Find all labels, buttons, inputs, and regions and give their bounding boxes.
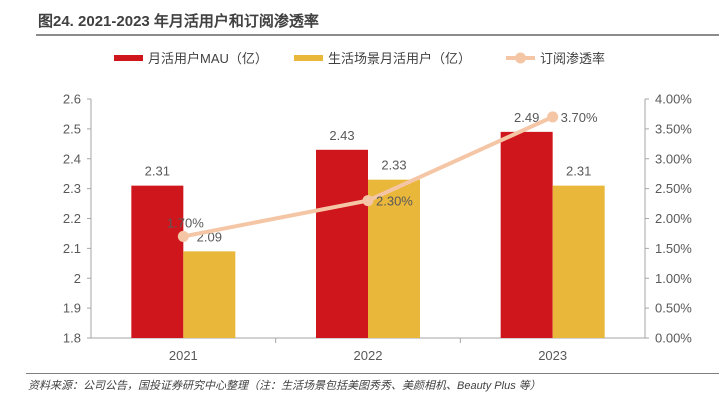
left-axis-tick-label: 1.9: [63, 301, 81, 316]
bar-life-scene-2022: [368, 179, 420, 338]
right-axis-tick-label: 2.50%: [655, 181, 692, 196]
right-axis-tick-label: 0.50%: [655, 301, 692, 316]
legend-swatch-mau: [114, 55, 143, 61]
bar-mau-2021: [131, 185, 184, 338]
source-note: 资料来源：公司公告，国投证券研究中心整理（注：生活场景包括美图秀秀、美颜相机、B…: [28, 380, 541, 392]
penetration-rate-marker-2021: [177, 230, 189, 242]
right-axis-tick-label: 4.00%: [655, 92, 692, 107]
bar-life-scene-2023: [552, 185, 605, 338]
right-axis-tick-label: 1.00%: [655, 271, 692, 286]
chart: 1.8 1.9 2 2.1 2.2 2.3 2.4 2.5 2.6 0.00% 0.50% 1.00%…: [63, 51, 692, 363]
legend-marker-penetration-rate: [515, 52, 526, 64]
x-axis-tick-label: 2023: [538, 348, 567, 363]
left-axis-tick-label: 2.6: [63, 92, 81, 107]
right-axis-tick-label: 3.00%: [655, 151, 692, 166]
data-label: 2.49: [514, 110, 539, 125]
legend-swatch-life-scene: [294, 55, 323, 61]
figure-title: 图24. 2021-2023 年月活用户和订阅渗透率: [38, 13, 319, 30]
title-divider: [36, 34, 719, 36]
legend-label: 月活用户MAU（亿）: [148, 51, 268, 66]
left-axis-tick-label: 2.4: [63, 151, 81, 166]
data-label: 2.31: [566, 164, 591, 179]
left-axis-tick-label: 1.8: [63, 331, 81, 346]
left-axis-tick-label: 2: [74, 271, 81, 286]
penetration-rate-marker-2023: [547, 111, 559, 123]
data-label: 2.43: [329, 128, 354, 143]
right-axis-tick-label: 3.50%: [655, 121, 692, 136]
data-label: 2.31: [145, 164, 170, 179]
left-axis-tick-label: 2.2: [63, 211, 81, 226]
legend-label: 生活场景月活用户（亿）: [328, 51, 471, 66]
x-axis-tick-label: 2021: [169, 348, 198, 363]
penetration-rate-label: 1.70%: [167, 215, 204, 230]
bar-life-scene-2021: [183, 251, 236, 338]
footer-divider: [26, 373, 719, 374]
left-axis-tick-label: 2.1: [63, 241, 81, 256]
right-axis-tick-label: 2.00%: [655, 211, 692, 226]
legend-label: 订阅渗透率: [540, 51, 605, 66]
penetration-rate-label: 2.30%: [376, 194, 413, 209]
left-axis-tick-label: 2.5: [63, 121, 81, 136]
bar-mau-2023: [500, 131, 553, 338]
data-label: 2.33: [381, 158, 406, 173]
x-axis-tick-label: 2022: [354, 348, 383, 363]
penetration-rate-label: 3.70%: [561, 110, 598, 125]
penetration-rate-marker-2022: [362, 195, 374, 207]
right-axis-tick-label: 0.00%: [655, 331, 692, 346]
left-axis-tick-label: 2.3: [63, 181, 81, 196]
right-axis-tick-label: 1.50%: [655, 241, 692, 256]
bar-mau-2022: [316, 149, 368, 338]
